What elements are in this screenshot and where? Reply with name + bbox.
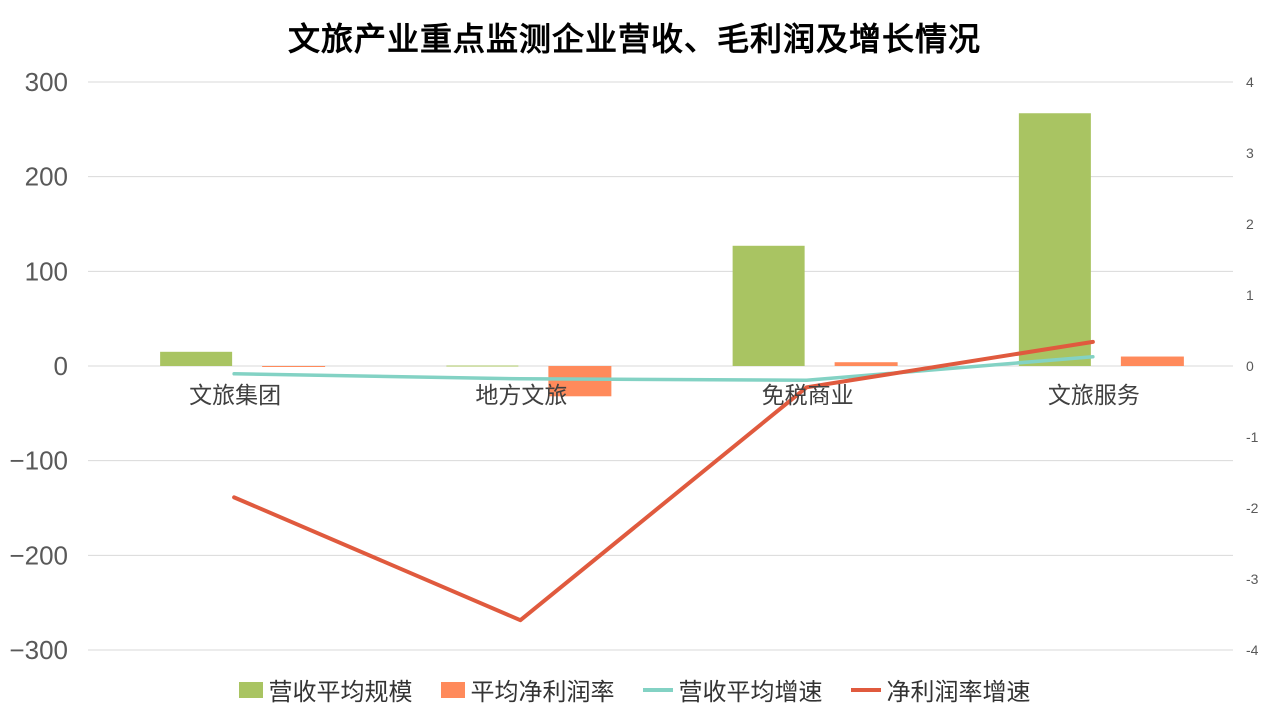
- legend-item-margin-growth[interactable]: 净利润率增速: [850, 672, 1031, 707]
- left-tick-label: −200: [9, 540, 68, 570]
- line-series: [232, 339, 1095, 623]
- legend-label: 营收平均增速: [678, 678, 823, 706]
- left-tick-label: −100: [9, 446, 68, 476]
- left-tick-label: 0: [54, 351, 68, 381]
- bar-0-0: [160, 351, 233, 366]
- legend-label: 营收平均规模: [268, 678, 413, 706]
- series-line-1: [232, 339, 1095, 623]
- legend-label: 净利润率增速: [886, 678, 1031, 706]
- series-line-0: [232, 355, 1095, 382]
- right-tick-label: -3: [1246, 571, 1259, 587]
- left-tick-label: 300: [25, 67, 68, 97]
- category-label: 文旅集团: [189, 383, 281, 409]
- right-tick-label: -4: [1246, 642, 1259, 658]
- left-tick-label: −300: [9, 635, 68, 665]
- right-tick-label: 2: [1246, 216, 1254, 232]
- right-tick-label: -2: [1246, 500, 1259, 516]
- legend-item-revenue-scale[interactable]: 营收平均规模: [238, 672, 413, 707]
- left-axis-ticks: 300 200 100 0 −100 −200 −300: [9, 67, 68, 665]
- bar-1-2: [834, 362, 898, 366]
- category-label: 地方文旅: [475, 383, 567, 409]
- bar-0-1: [446, 365, 519, 367]
- chart-title: 文旅产业重点监测企业营收、毛利润及增长情况: [287, 20, 981, 58]
- legend: 营收平均规模 平均净利润率 营收平均增速 净利润率增速: [0, 672, 1269, 707]
- bar-1-1: [548, 366, 612, 397]
- right-tick-label: 0: [1246, 358, 1254, 374]
- category-label: 文旅服务: [1048, 383, 1140, 409]
- right-tick-label: 1: [1246, 287, 1254, 303]
- category-labels: 文旅集团 地方文旅 免税商业 文旅服务: [189, 383, 1140, 409]
- legend-label: 平均净利润率: [470, 678, 615, 706]
- legend-item-net-margin[interactable]: 平均净利润率: [440, 672, 615, 707]
- legend-swatch: [642, 687, 673, 692]
- bar-series: [160, 113, 1184, 397]
- left-tick-label: 200: [25, 162, 68, 192]
- bar-1-0: [262, 366, 326, 367]
- legend-swatch: [440, 681, 465, 698]
- legend-swatch: [850, 687, 881, 692]
- legend-swatch: [238, 681, 263, 698]
- bar-0-3: [1018, 113, 1091, 367]
- left-tick-label: 100: [25, 256, 68, 286]
- legend-item-revenue-growth[interactable]: 营收平均增速: [642, 672, 823, 707]
- bar-0-2: [732, 245, 805, 366]
- category-label: 免税商业: [762, 383, 854, 409]
- right-tick-label: 3: [1246, 145, 1254, 161]
- bar-1-3: [1120, 356, 1184, 366]
- right-tick-label: 4: [1246, 74, 1254, 90]
- right-tick-label: -1: [1246, 429, 1259, 445]
- right-axis-ticks: 4 3 2 1 0 -1 -2 -3 -4: [1246, 74, 1259, 658]
